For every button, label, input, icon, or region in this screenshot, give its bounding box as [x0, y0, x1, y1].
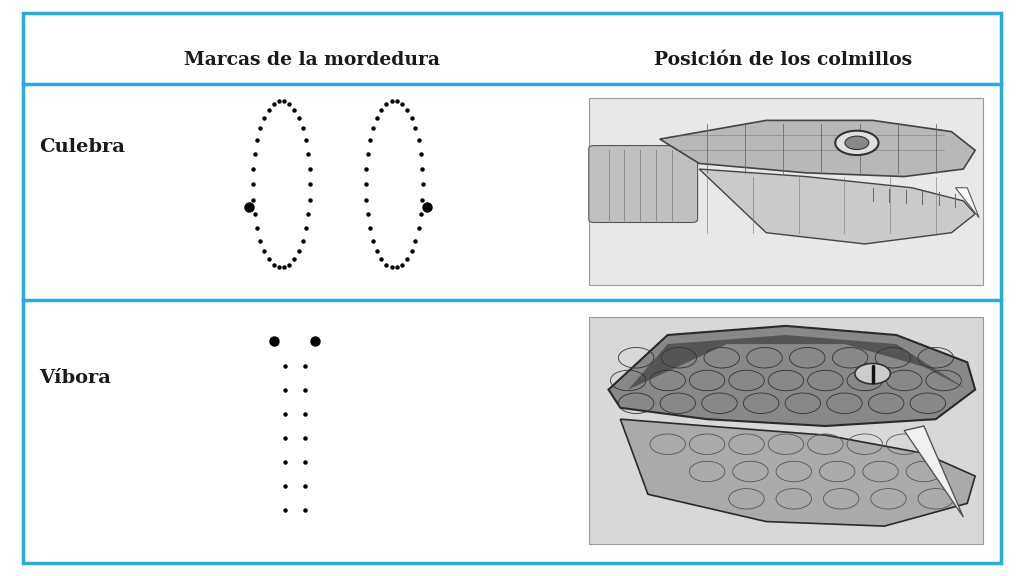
Text: Posición de los colmillos: Posición de los colmillos — [654, 51, 912, 70]
Circle shape — [836, 131, 879, 155]
Bar — [589, 317, 983, 544]
Polygon shape — [955, 188, 979, 218]
Circle shape — [845, 136, 868, 150]
Bar — [589, 98, 983, 285]
Text: Víbora: Víbora — [39, 369, 111, 386]
FancyBboxPatch shape — [589, 146, 697, 222]
Polygon shape — [621, 419, 975, 526]
Polygon shape — [628, 335, 968, 389]
Text: Marcas de la mordedura: Marcas de la mordedura — [184, 51, 440, 70]
Text: Culebra: Culebra — [39, 138, 125, 156]
Polygon shape — [699, 169, 975, 244]
Polygon shape — [659, 120, 975, 176]
Polygon shape — [904, 426, 964, 517]
Ellipse shape — [855, 363, 891, 384]
Polygon shape — [608, 326, 975, 426]
